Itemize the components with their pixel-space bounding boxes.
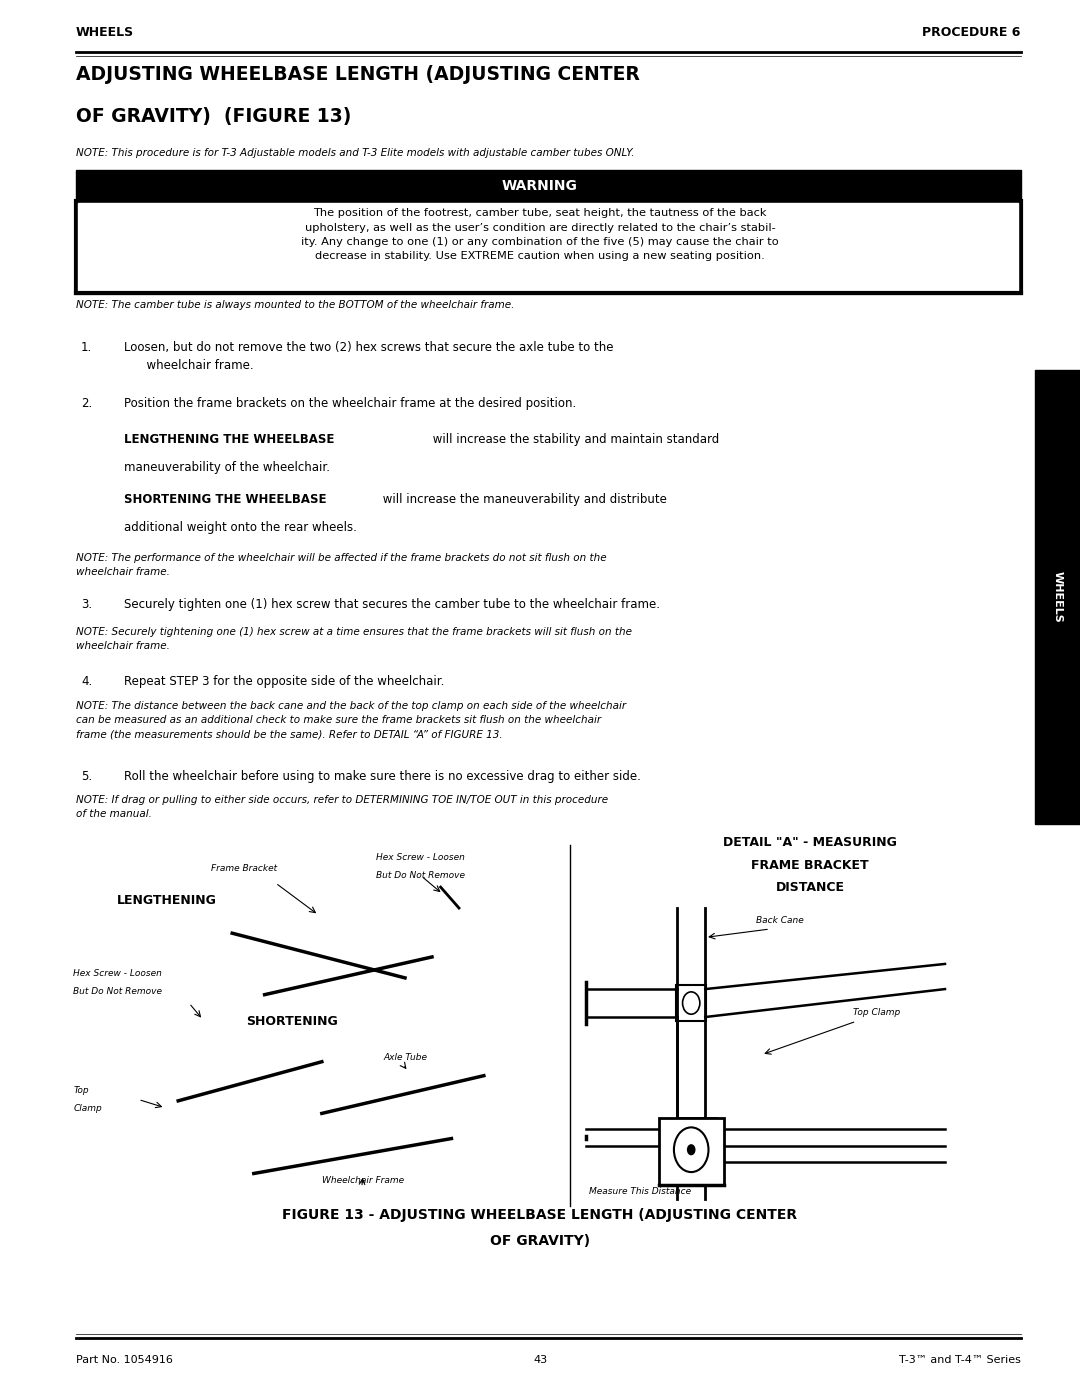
Text: ADJUSTING WHEELBASE LENGTH (ADJUSTING CENTER: ADJUSTING WHEELBASE LENGTH (ADJUSTING CE…: [76, 64, 639, 84]
Text: Clamp: Clamp: [73, 1105, 103, 1113]
Text: NOTE: The distance between the back cane and the back of the top clamp on each s: NOTE: The distance between the back cane…: [76, 701, 625, 739]
Text: 3.: 3.: [81, 598, 92, 610]
Text: OF GRAVITY): OF GRAVITY): [490, 1234, 590, 1248]
Text: NOTE: The performance of the wheelchair will be affected if the frame brackets d: NOTE: The performance of the wheelchair …: [76, 553, 606, 577]
Circle shape: [687, 1144, 696, 1155]
Text: Hex Screw - Loosen: Hex Screw - Loosen: [73, 970, 162, 978]
Text: WARNING: WARNING: [502, 179, 578, 193]
Text: DISTANCE: DISTANCE: [775, 882, 845, 894]
Text: SHORTENING THE WHEELBASE: SHORTENING THE WHEELBASE: [124, 493, 326, 506]
Text: Repeat STEP 3 for the opposite side of the wheelchair.: Repeat STEP 3 for the opposite side of t…: [124, 675, 445, 687]
Text: But Do Not Remove: But Do Not Remove: [73, 988, 162, 996]
Text: LENGTHENING: LENGTHENING: [117, 894, 216, 907]
Text: FIGURE 13 - ADJUSTING WHEELBASE LENGTH (ADJUSTING CENTER: FIGURE 13 - ADJUSTING WHEELBASE LENGTH (…: [283, 1208, 797, 1222]
Text: Hex Screw - Loosen: Hex Screw - Loosen: [376, 854, 464, 862]
Text: LENGTHENING THE WHEELBASE: LENGTHENING THE WHEELBASE: [124, 433, 335, 446]
Bar: [76, 170, 1021, 201]
Text: But Do Not Remove: But Do Not Remove: [376, 872, 464, 880]
Text: WHEELS: WHEELS: [76, 27, 134, 39]
Bar: [676, 985, 706, 1021]
Text: OF GRAVITY)  (FIGURE 13): OF GRAVITY) (FIGURE 13): [76, 106, 351, 126]
Bar: [659, 1118, 724, 1185]
Text: 43: 43: [532, 1355, 548, 1365]
Text: NOTE: This procedure is for T-3 Adjustable models and T-3 Elite models with adju: NOTE: This procedure is for T-3 Adjustab…: [76, 148, 634, 158]
Text: Top Clamp: Top Clamp: [853, 1009, 901, 1017]
Text: will increase the maneuverability and distribute: will increase the maneuverability and di…: [379, 493, 667, 506]
Text: NOTE: If drag or pulling to either side occurs, refer to DETERMINING TOE IN/TOE : NOTE: If drag or pulling to either side …: [76, 795, 608, 819]
Text: WHEELS: WHEELS: [1052, 571, 1063, 623]
Text: Part No. 1054916: Part No. 1054916: [76, 1355, 173, 1365]
Text: FRAME BRACKET: FRAME BRACKET: [752, 859, 868, 872]
Text: will increase the stability and maintain standard: will increase the stability and maintain…: [429, 433, 719, 446]
Text: Frame Bracket: Frame Bracket: [211, 865, 276, 873]
Text: Back Cane: Back Cane: [756, 916, 804, 925]
Text: PROCEDURE 6: PROCEDURE 6: [922, 27, 1021, 39]
Text: Measure This Distance: Measure This Distance: [589, 1187, 691, 1196]
Text: Securely tighten one (1) hex screw that secures the camber tube to the wheelchai: Securely tighten one (1) hex screw that …: [124, 598, 660, 610]
Text: 2.: 2.: [81, 397, 92, 409]
Text: 4.: 4.: [81, 675, 92, 687]
Text: 1.: 1.: [81, 341, 92, 353]
Text: Loosen, but do not remove the two (2) hex screws that secure the axle tube to th: Loosen, but do not remove the two (2) he…: [124, 341, 613, 372]
Text: NOTE: The camber tube is always mounted to the BOTTOM of the wheelchair frame.: NOTE: The camber tube is always mounted …: [76, 300, 514, 310]
Text: NOTE: Securely tightening one (1) hex screw at a time ensures that the frame bra: NOTE: Securely tightening one (1) hex sc…: [76, 627, 632, 651]
Text: maneuverability of the wheelchair.: maneuverability of the wheelchair.: [124, 461, 330, 474]
Text: Wheelchair Frame: Wheelchair Frame: [322, 1176, 404, 1185]
Text: SHORTENING: SHORTENING: [246, 1016, 338, 1028]
Text: Position the frame brackets on the wheelchair frame at the desired position.: Position the frame brackets on the wheel…: [124, 397, 577, 409]
Bar: [78, 203, 1018, 292]
Text: DETAIL "A" - MEASURING: DETAIL "A" - MEASURING: [724, 837, 896, 849]
Text: Roll the wheelchair before using to make sure there is no excessive drag to eith: Roll the wheelchair before using to make…: [124, 770, 642, 782]
Bar: [1035, 370, 1080, 824]
Text: T-3™ and T-4™ Series: T-3™ and T-4™ Series: [899, 1355, 1021, 1365]
Text: The position of the footrest, camber tube, seat height, the tautness of the back: The position of the footrest, camber tub…: [301, 208, 779, 261]
Text: additional weight onto the rear wheels.: additional weight onto the rear wheels.: [124, 521, 357, 534]
Text: Top: Top: [73, 1087, 89, 1095]
Bar: [76, 201, 1021, 293]
Text: 5.: 5.: [81, 770, 92, 782]
Text: Axle Tube: Axle Tube: [383, 1053, 428, 1062]
